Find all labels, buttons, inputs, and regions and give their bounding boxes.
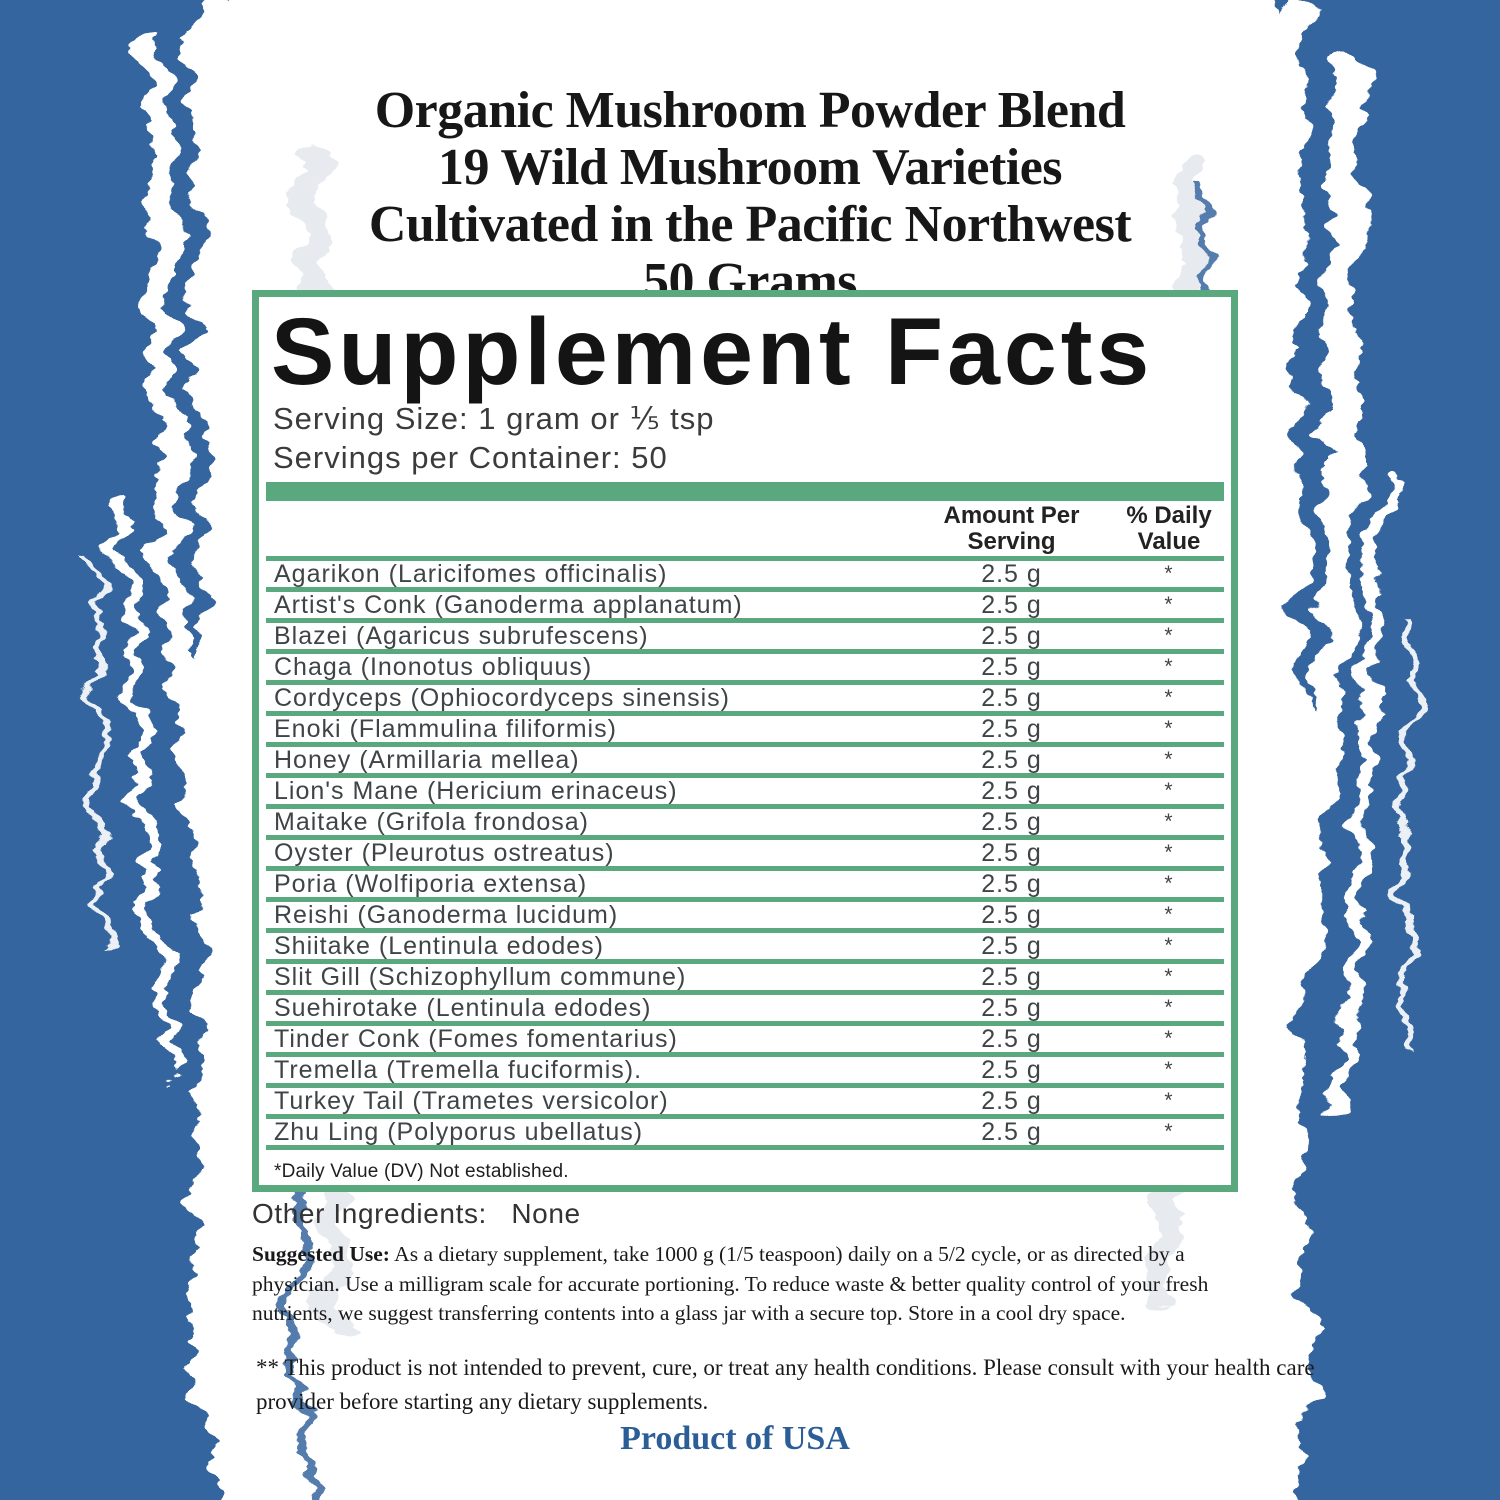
supplement-facts-panel: Supplement Facts Serving Size: 1 gram or…	[252, 290, 1238, 1192]
dv-value: *	[1164, 1058, 1174, 1081]
amount-value: 2.5 g	[981, 590, 1042, 619]
table-row: Suehirotake (Lentinula edodes) 2.5 g *	[266, 990, 1224, 1022]
facts-table: Amount Per Serving % Daily Value Agariko…	[266, 501, 1224, 1146]
table-row: Agarikon (Laricifomes officinalis) 2.5 g…	[266, 556, 1224, 588]
amount-value: 2.5 g	[981, 1086, 1042, 1115]
title-line-3: Cultivated in the Pacific Northwest	[368, 196, 1132, 253]
table-row: Enoki (Flammulina filiformis) 2.5 g *	[266, 711, 1224, 743]
divider-bar	[266, 482, 1224, 501]
table-row: Chaga (Inonotus obliquus) 2.5 g *	[266, 649, 1224, 681]
ingredient-name: Oyster (Pleurotus ostreatus)	[274, 838, 615, 867]
amount-value: 2.5 g	[981, 1024, 1042, 1053]
dv-value: *	[1164, 717, 1174, 740]
table-row: Cordyceps (Ophiocordyceps sinensis) 2.5 …	[266, 680, 1224, 712]
dv-value: *	[1164, 965, 1174, 988]
title-line-2: 19 Wild Mushroom Varieties	[437, 139, 1063, 196]
ingredient-name: Lion's Mane (Hericium erinaceus)	[274, 776, 678, 805]
dv-footnote: *Daily Value (DV) Not established.	[266, 1145, 1224, 1183]
amount-value: 2.5 g	[981, 931, 1042, 960]
suggested-use: Suggested Use: As a dietary supplement, …	[252, 1240, 1230, 1329]
disclaimer: ** This product is not intended to preve…	[256, 1355, 1315, 1414]
amount-value: 2.5 g	[981, 559, 1042, 588]
amount-value: 2.5 g	[981, 807, 1042, 836]
amount-value: 2.5 g	[981, 993, 1042, 1022]
amount-col-header: Amount Per Serving	[943, 501, 1080, 555]
table-row: Turkey Tail (Trametes versicolor) 2.5 g …	[266, 1083, 1224, 1115]
table-row: Blazei (Agaricus subrufescens) 2.5 g *	[266, 618, 1224, 650]
amount-value: 2.5 g	[981, 869, 1042, 898]
table-row: Oyster (Pleurotus ostreatus) 2.5 g *	[266, 835, 1224, 867]
ingredient-name: Blazei (Agaricus subrufescens)	[274, 621, 649, 650]
amount-value: 2.5 g	[981, 962, 1042, 991]
ingredient-name: Tremella (Tremella fuciformis).	[274, 1055, 643, 1084]
ingredient-name: Reishi (Ganoderma lucidum)	[274, 900, 619, 929]
facts-rows: Agarikon (Laricifomes officinalis) 2.5 g…	[266, 556, 1224, 1146]
table-row: Slit Gill (Schizophyllum commune) 2.5 g …	[266, 959, 1224, 991]
product-title: Organic Mushroom Powder Blend 19 Wild Mu…	[20, 82, 1480, 310]
dv-col-header: % Daily Value	[1126, 501, 1212, 555]
panel-heading: Supplement Facts	[271, 299, 1154, 405]
table-row: Zhu Ling (Polyporus ubellatus) 2.5 g *	[266, 1114, 1224, 1146]
ingredient-name: Agarikon (Laricifomes officinalis)	[274, 559, 668, 588]
ingredient-name: Turkey Tail (Trametes versicolor)	[274, 1086, 669, 1115]
dv-value: *	[1164, 1027, 1174, 1050]
table-row: Tinder Conk (Fomes fomentarius) 2.5 g *	[266, 1021, 1224, 1053]
table-header: Amount Per Serving % Daily Value	[266, 501, 1224, 556]
table-row: Tremella (Tremella fuciformis). 2.5 g *	[266, 1052, 1224, 1084]
servings-per-container: Servings per Container: 50	[273, 440, 668, 475]
dv-value: *	[1164, 686, 1174, 709]
ingredient-name: Cordyceps (Ophiocordyceps sinensis)	[274, 683, 731, 712]
dv-value: *	[1164, 593, 1174, 616]
ingredient-name: Slit Gill (Schizophyllum commune)	[274, 962, 687, 991]
table-row: Maitake (Grifola frondosa) 2.5 g *	[266, 804, 1224, 836]
dv-value: *	[1164, 748, 1174, 771]
serving-size: Serving Size: 1 gram or ⅕ tsp	[273, 401, 715, 436]
amount-value: 2.5 g	[981, 1055, 1042, 1084]
table-row: Artist's Conk (Ganoderma applanatum) 2.5…	[266, 587, 1224, 619]
dv-value: *	[1164, 655, 1174, 678]
dv-value: *	[1164, 779, 1174, 802]
ingredient-name: Suehirotake (Lentinula edodes)	[274, 993, 652, 1022]
table-row: Reishi (Ganoderma lucidum) 2.5 g *	[266, 897, 1224, 929]
other-ingredients: Other Ingredients: None	[252, 1198, 581, 1230]
amount-value: 2.5 g	[981, 1117, 1042, 1146]
table-row: Honey (Armillaria mellea) 2.5 g *	[266, 742, 1224, 774]
ingredient-name: Chaga (Inonotus obliquus)	[274, 652, 593, 681]
amount-value: 2.5 g	[981, 745, 1042, 774]
table-row: Poria (Wolfiporia extensa) 2.5 g *	[266, 866, 1224, 898]
dv-value: *	[1164, 1089, 1174, 1112]
suggested-use-text: As a dietary supplement, take 1000 g (1/…	[252, 1242, 1209, 1325]
title-line-1: Organic Mushroom Powder Blend	[374, 82, 1126, 139]
dv-value: *	[1164, 996, 1174, 1019]
amount-value: 2.5 g	[981, 714, 1042, 743]
other-ingredients-label: Other Ingredients:	[252, 1198, 487, 1229]
ingredient-name: Artist's Conk (Ganoderma applanatum)	[274, 590, 743, 619]
amount-value: 2.5 g	[981, 652, 1042, 681]
dv-value: *	[1164, 810, 1174, 833]
ingredient-name: Zhu Ling (Polyporus ubellatus)	[274, 1117, 644, 1146]
suggested-use-label: Suggested Use:	[252, 1242, 390, 1266]
ingredient-name: Maitake (Grifola frondosa)	[274, 807, 590, 836]
ingredient-name: Tinder Conk (Fomes fomentarius)	[274, 1024, 678, 1053]
amount-value: 2.5 g	[981, 621, 1042, 650]
table-row: Shiitake (Lentinula edodes) 2.5 g *	[266, 928, 1224, 960]
table-row: Lion's Mane (Hericium erinaceus) 2.5 g *	[266, 773, 1224, 805]
ingredient-name: Enoki (Flammulina filiformis)	[274, 714, 617, 743]
origin-statement: Product of USA	[620, 1420, 850, 1457]
ingredient-name: Poria (Wolfiporia extensa)	[274, 869, 588, 898]
dv-value: *	[1164, 562, 1174, 585]
dv-value: *	[1164, 872, 1174, 895]
amount-value: 2.5 g	[981, 838, 1042, 867]
amount-value: 2.5 g	[981, 776, 1042, 805]
ingredient-name: Shiitake (Lentinula edodes)	[274, 931, 604, 960]
amount-value: 2.5 g	[981, 900, 1042, 929]
other-ingredients-value: None	[511, 1198, 581, 1229]
dv-value: *	[1164, 903, 1174, 926]
dv-value: *	[1164, 624, 1174, 647]
ingredient-name: Honey (Armillaria mellea)	[274, 745, 580, 774]
dv-value: *	[1164, 841, 1174, 864]
amount-value: 2.5 g	[981, 683, 1042, 712]
dv-value: *	[1164, 1120, 1174, 1143]
dv-value: *	[1164, 934, 1174, 957]
